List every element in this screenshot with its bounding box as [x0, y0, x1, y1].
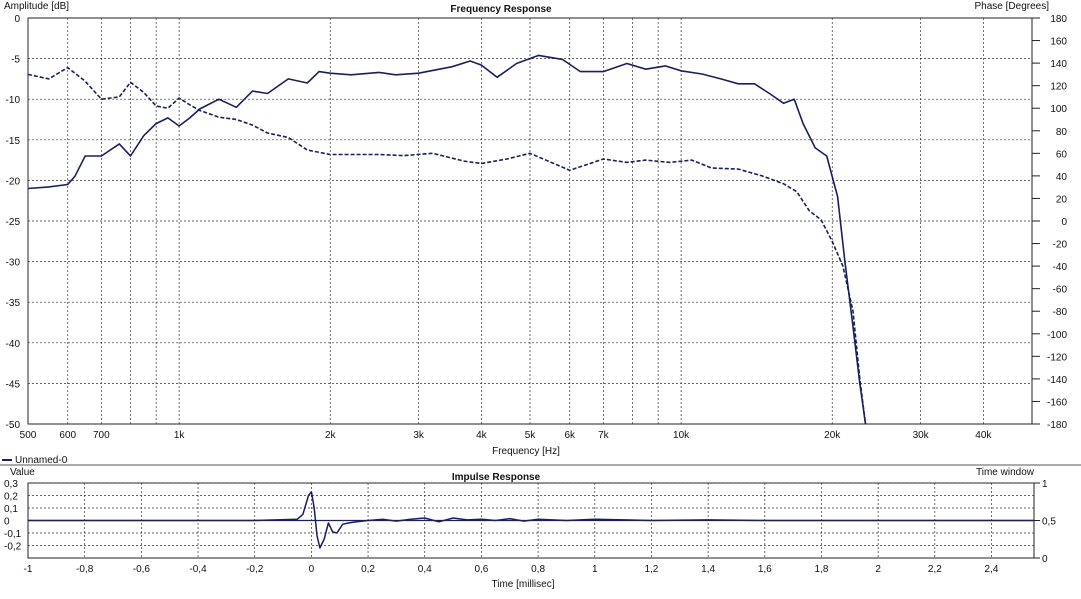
frequency-tick-label: 6k — [564, 430, 576, 441]
phase-tick-label: 160 — [1050, 37, 1067, 48]
phase-tick-label: -40 — [1053, 262, 1068, 273]
frequency-tick-label: 2k — [325, 430, 337, 441]
value-tick-label: -0,1 — [4, 529, 22, 540]
legend: Unnamed-0 — [2, 455, 68, 466]
frequency-tick-label: 5k — [525, 430, 537, 441]
frequency-tick-label: 500 — [20, 430, 37, 441]
phase-tick-label: 180 — [1050, 14, 1067, 25]
phase-axis-label: Phase [Degrees] — [975, 1, 1050, 12]
amplitude-tick-label: -5 — [11, 55, 20, 66]
phase-tick-label: 80 — [1056, 127, 1068, 138]
time-tick-label: -0,6 — [133, 564, 151, 575]
amplitude-tick-label: -45 — [6, 379, 21, 390]
time-tick-label: 1,6 — [758, 564, 772, 575]
phase-tick-label: -80 — [1053, 307, 1068, 318]
impulse-chart-title: Impulse Response — [452, 472, 541, 483]
value-axis-label: Value — [10, 467, 35, 478]
phase-tick-label: -160 — [1047, 397, 1067, 408]
phase-series-line — [27, 66, 867, 425]
time-window-tick-label: 0,5 — [1042, 517, 1056, 528]
frequency-grid — [27, 17, 1033, 425]
phase-tick-label: 60 — [1056, 149, 1068, 160]
time-tick-label: 1 — [592, 564, 598, 575]
frequency-tick-label: 10k — [673, 430, 690, 441]
frequency-series — [27, 54, 867, 425]
phase-tick-label: 120 — [1050, 82, 1067, 93]
amplitude-tick-label: -50 — [6, 420, 21, 431]
value-tick-label: 0,1 — [4, 504, 18, 515]
value-tick-label: 0,2 — [4, 492, 18, 503]
time-tick-label: 1,2 — [644, 564, 658, 575]
time-tick-label: 0,4 — [418, 564, 432, 575]
frequency-chart-title: Frequency Response — [450, 4, 552, 15]
amplitude-tick-label: -10 — [6, 95, 21, 106]
frequency-tick-label: 40k — [975, 430, 992, 441]
frequency-tick-label: 7k — [598, 430, 610, 441]
frequency-tick-label: 700 — [93, 430, 110, 441]
time-tick-label: 0,6 — [474, 564, 488, 575]
phase-tick-label: 0 — [1061, 217, 1067, 228]
time-tick-label: 0,2 — [361, 564, 375, 575]
amplitude-axis-label: Amplitude [dB] — [4, 1, 69, 12]
phase-tick-label: 40 — [1056, 172, 1068, 183]
phase-tick-label: -140 — [1047, 375, 1067, 386]
frequency-tick-label: 1k — [174, 430, 186, 441]
phase-tick-label: 20 — [1056, 194, 1068, 205]
phase-tick-label: 100 — [1050, 104, 1067, 115]
value-tick-label: 0 — [4, 517, 10, 528]
value-tick-label: -0,2 — [4, 542, 22, 553]
phase-tick-label: -180 — [1047, 420, 1067, 431]
amplitude-tick-label: -20 — [6, 176, 21, 187]
frequency-axis-label: Frequency [Hz] — [492, 446, 560, 457]
amplitude-tick-label: -35 — [6, 298, 21, 309]
frequency-tick-label: 4k — [476, 430, 488, 441]
frequency-tick-label: 600 — [59, 430, 76, 441]
impulse-tick-labels: -1 -0,8 -0,6 -0,4 -0,2 0 0,2 0,4 0,6 0,8 1 1,2 1,4 1,… — [4, 479, 1056, 575]
time-tick-label: 2,4 — [985, 564, 999, 575]
time-tick-label: 1,8 — [815, 564, 829, 575]
amplitude-tick-label: -40 — [6, 339, 21, 350]
time-tick-label: 1,4 — [701, 564, 715, 575]
time-window-axis-label: Time window — [976, 467, 1035, 478]
frequency-tick-label: 3k — [413, 430, 425, 441]
time-window-tick-label: 0 — [1042, 554, 1048, 565]
phase-tick-label: -120 — [1047, 352, 1067, 363]
time-tick-label: 2,2 — [928, 564, 942, 575]
amplitude-tick-label: -15 — [6, 136, 21, 147]
phase-tick-label: -20 — [1053, 240, 1068, 251]
time-tick-label: -0,2 — [246, 564, 264, 575]
legend-entry: Unnamed-0 — [15, 455, 68, 466]
time-axis-label: Time [millisec] — [492, 579, 555, 590]
phase-tick-label: -60 — [1053, 285, 1068, 296]
amplitude-tick-label: -25 — [6, 217, 21, 228]
frequency-tick-label: 20k — [824, 430, 841, 441]
frequency-tick-labels: 0 -5 -10 -15 -20 -25 -30 -35 -40 -45 -50 180 160 140 1… — [6, 14, 1068, 441]
amplitude-series-line — [27, 54, 867, 425]
impulse-series — [28, 491, 1034, 549]
time-tick-label: 0 — [309, 564, 315, 575]
phase-tick-label: 140 — [1050, 59, 1067, 70]
time-tick-label: 2 — [875, 564, 881, 575]
time-tick-label: -0,4 — [189, 564, 207, 575]
phase-tick-label: -100 — [1047, 330, 1067, 341]
time-tick-label: -0,8 — [76, 564, 94, 575]
value-tick-label: 0,3 — [4, 479, 18, 490]
time-window-tick-label: 1 — [1042, 479, 1048, 490]
frequency-tick-label: 30k — [913, 430, 930, 441]
time-tick-label: -1 — [24, 564, 33, 575]
time-tick-label: 0,8 — [531, 564, 545, 575]
amplitude-tick-label: 0 — [14, 14, 20, 25]
amplitude-tick-label: -30 — [6, 258, 21, 269]
